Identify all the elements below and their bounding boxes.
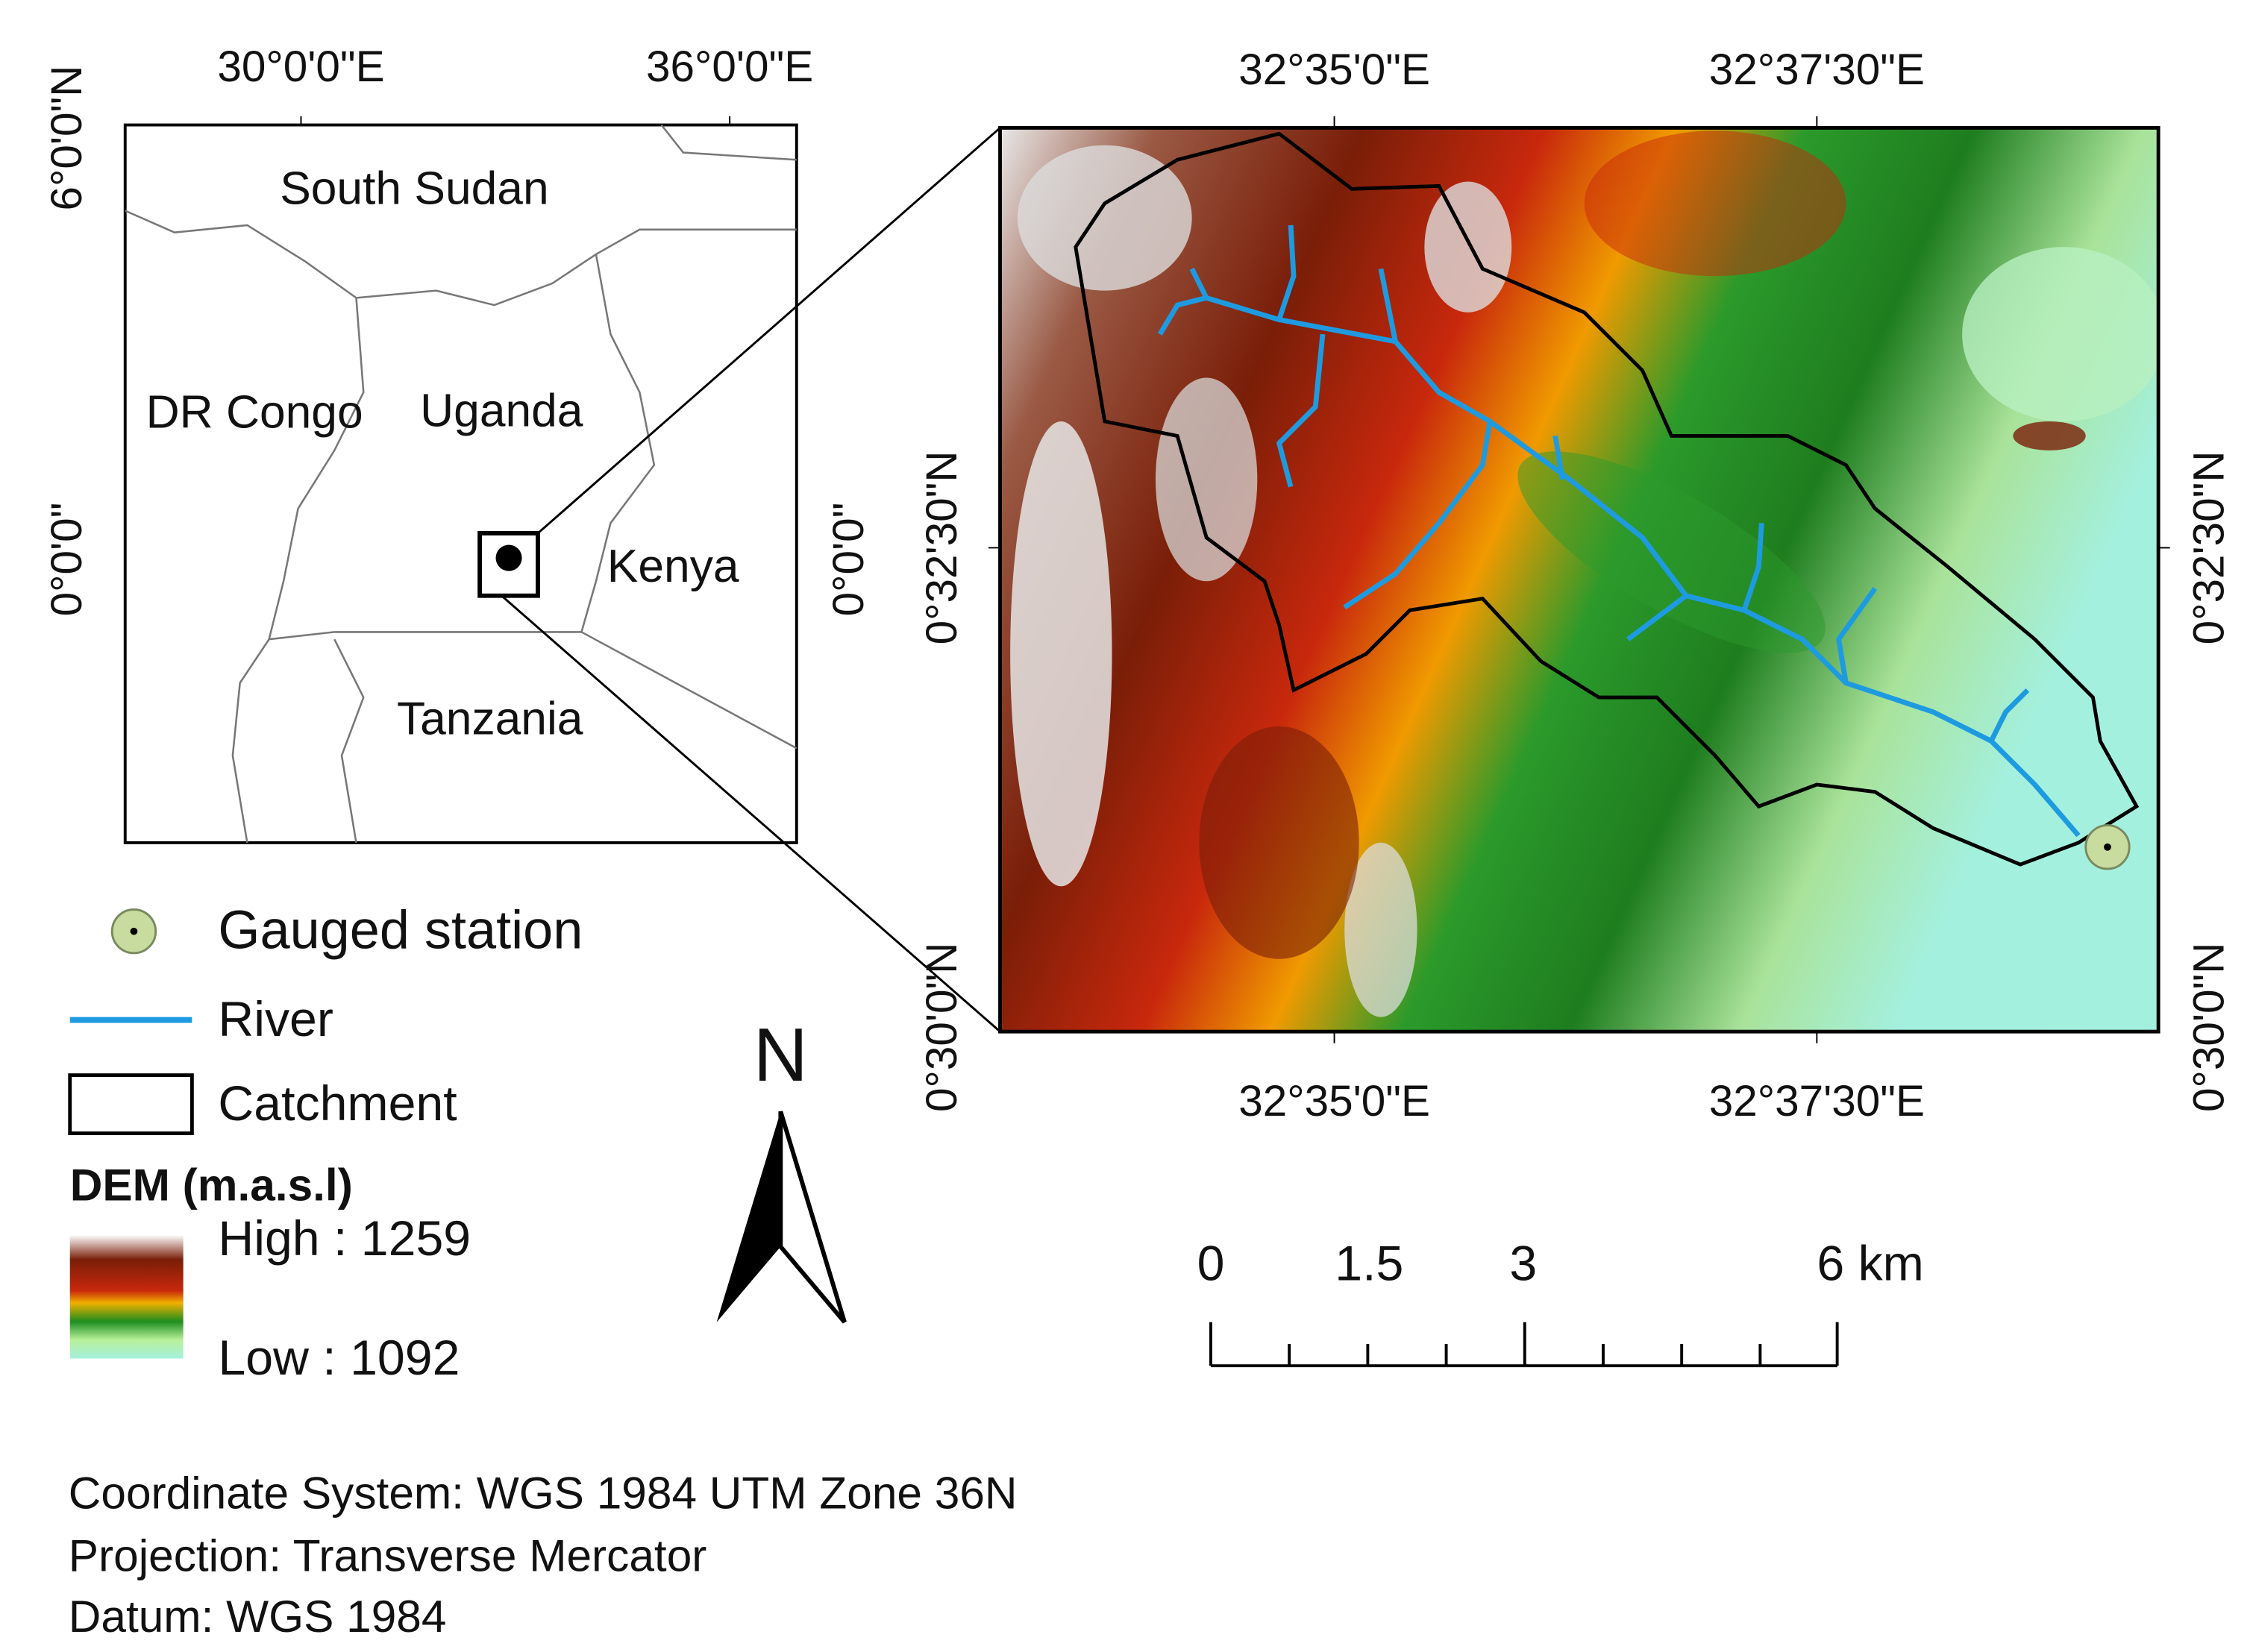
north-arrow-right — [778, 1111, 847, 1324]
north-arrow: N — [716, 1013, 847, 1324]
river — [1343, 421, 1493, 610]
legend-catchment-symbol — [68, 1073, 194, 1135]
lat-label: 0°30'0"N — [2185, 943, 2234, 1112]
main-frame — [998, 125, 2160, 1034]
border — [125, 210, 797, 307]
scale-label: 6 km — [1817, 1236, 1924, 1291]
river-network — [1157, 224, 2081, 838]
dem-color-ramp — [69, 1234, 184, 1359]
note: Datum: WGS 1984 — [69, 1591, 447, 1642]
country-label: South Sudan — [280, 163, 548, 215]
dem-patch — [1947, 857, 2159, 1032]
lat-label: 0°30'0"N — [918, 943, 966, 1112]
gauged-station-dot — [2104, 843, 2111, 851]
dem-patch — [1424, 181, 1512, 313]
lat-label: 0°32'30"N — [2185, 450, 2234, 644]
river — [1276, 333, 1326, 488]
legend-label: Catchment — [218, 1076, 457, 1131]
lon-label: 36°0'0"E — [646, 43, 813, 91]
dem-raster — [1000, 128, 2159, 1032]
border — [269, 631, 582, 641]
lon-label: 32°37'30"E — [1709, 1077, 1925, 1125]
north-label: N — [753, 1013, 808, 1097]
zoom-line — [537, 127, 1001, 535]
dem-patch — [2013, 421, 2086, 450]
river — [1626, 593, 1688, 641]
dem-patch — [1199, 726, 1359, 959]
lon-label: 30°0'0"E — [217, 43, 384, 91]
dem-patch — [1344, 842, 1417, 1017]
legend-label: River — [218, 992, 333, 1047]
river — [1741, 523, 1764, 612]
border — [660, 124, 797, 161]
note: Coordinate System: WGS 1984 UTM Zone 36N — [69, 1468, 1018, 1518]
country-label: Tanzania — [397, 694, 583, 745]
dem-patch — [1962, 247, 2159, 421]
country-label: DR Congo — [146, 387, 363, 439]
dem-patch — [1017, 145, 1192, 291]
border — [231, 298, 365, 844]
dem-patch — [1155, 377, 1258, 582]
border — [333, 638, 365, 844]
river — [1157, 267, 1209, 336]
river — [1206, 224, 1297, 322]
projection-notes: Coordinate System: WGS 1984 UTM Zone 36N… — [69, 1468, 1018, 1642]
legend-title: DEM (m.a.s.l) — [70, 1160, 353, 1210]
legend-station-dot — [130, 927, 138, 935]
scale-label: 0 — [1197, 1236, 1225, 1291]
lon-label: 32°37'30"E — [1709, 45, 1925, 94]
main-map: 32°35'0"E 32°37'30"E 32°35'0"E 32°37'30"… — [918, 45, 2234, 1125]
dem-low-label: Low : 1092 — [218, 1331, 460, 1386]
river — [1836, 587, 1878, 684]
river — [1989, 688, 2030, 743]
lat-label: 0°32'30"N — [918, 450, 966, 644]
catchment-boundary — [1074, 131, 2140, 867]
zoom-line — [501, 594, 1001, 1033]
inset-frame — [123, 123, 798, 844]
inset-map: 30°0'0"E 36°0'0"E 6°0'0"N 0°0'0" 0°0'0" … — [43, 43, 873, 844]
border — [580, 254, 798, 750]
legend: Gauged station River Catchment DEM (m.a.… — [68, 901, 583, 1386]
river — [1552, 435, 1565, 480]
scale-label: 3 — [1509, 1236, 1537, 1291]
country-label: Kenya — [607, 541, 739, 592]
dem-high-label: High : 1259 — [218, 1211, 471, 1266]
study-area-dot — [495, 544, 522, 571]
dem-patch — [1010, 421, 1112, 887]
legend-label: Gauged station — [218, 901, 583, 961]
study-area-box — [477, 531, 540, 598]
dem-patch — [1584, 131, 1846, 277]
scale-label: 1.5 — [1335, 1236, 1403, 1291]
lat-label: 0°0'0" — [43, 503, 91, 617]
scale-ticks — [1209, 1322, 1839, 1368]
lat-label: 0°0'0" — [824, 503, 873, 617]
note: Projection: Transverse Mercator — [69, 1530, 707, 1580]
lat-label: 6°0'0"N — [43, 66, 91, 211]
country-label: Uganda — [420, 386, 583, 437]
north-arrow-left — [716, 1111, 781, 1322]
lon-label: 32°35'0"E — [1238, 45, 1430, 94]
scale-bar: 0 1.5 3 6 km — [1197, 1236, 1924, 1368]
lon-label: 32°35'0"E — [1238, 1077, 1430, 1125]
